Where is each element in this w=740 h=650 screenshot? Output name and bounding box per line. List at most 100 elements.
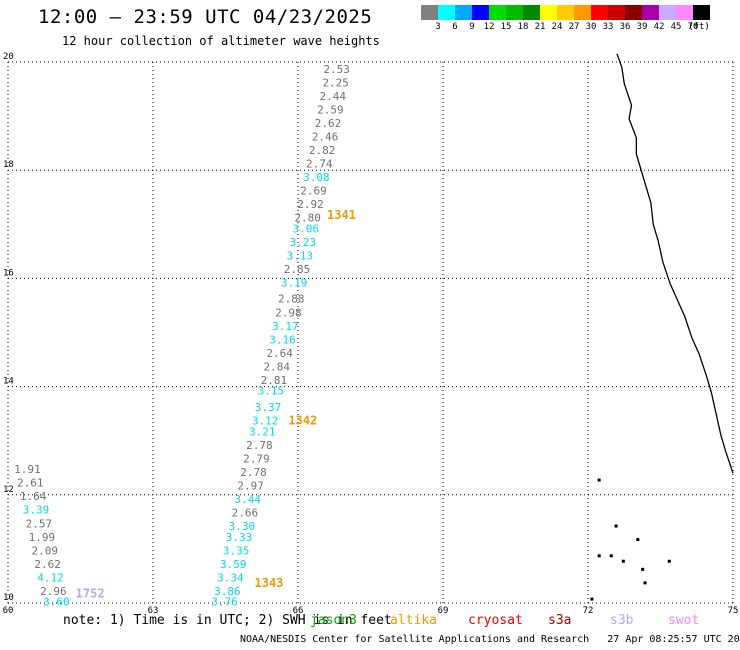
- lon-tick-label: 75: [728, 606, 739, 616]
- pass-labels: 1341 1342 1343 1752: [76, 208, 356, 601]
- scale-swatch: [489, 5, 506, 20]
- scale-label: 33: [602, 22, 614, 32]
- coastline: [616, 53, 734, 474]
- mission-label-s3a: s3a: [548, 613, 572, 628]
- wave-height-reading: 3.08: [303, 171, 330, 184]
- mission-label-altika: altika: [390, 613, 437, 628]
- island: [590, 597, 594, 601]
- wave-height-reading: 2.98: [275, 306, 302, 319]
- scale-swatch: [659, 5, 676, 20]
- scale-label: 15: [500, 22, 512, 32]
- wave-height-reading: 2.57: [26, 517, 53, 530]
- wave-height-reading: 3.12: [252, 414, 279, 427]
- scale-swatch: [642, 5, 659, 20]
- wave-height-reading: 3.19: [281, 277, 308, 290]
- wave-height-reading: 2.46: [312, 130, 339, 143]
- wave-height-reading: 3.60: [43, 596, 70, 609]
- wave-height-reading: 2.25: [322, 76, 349, 89]
- scale-swatch: [608, 5, 625, 20]
- wave-height-reading: 2.81: [261, 374, 288, 387]
- island: [667, 559, 671, 563]
- scale-label: (ft): [688, 22, 710, 32]
- scale-swatch: [421, 5, 438, 20]
- wave-height-reading: 2.78: [246, 439, 273, 452]
- pass-number-label: 1343: [255, 576, 284, 590]
- footer-credit: NOAA/NESDIS Center for Satellite Applica…: [240, 634, 740, 645]
- wave-height-reading: 3.59: [220, 558, 247, 571]
- wave-height-reading: 2.92: [297, 198, 324, 211]
- wave-height-reading: 3.30: [229, 520, 256, 533]
- wave-height-reading: 3.15: [258, 385, 285, 398]
- lon-tick-label: 72: [583, 606, 594, 616]
- lon-tick-label: 69: [438, 606, 449, 616]
- scale-swatch: [693, 5, 710, 20]
- lat-tick-label: 14: [3, 377, 14, 387]
- scale-label: 70: [687, 22, 699, 32]
- island: [621, 559, 625, 563]
- island: [609, 554, 613, 558]
- scale-swatch: [591, 5, 608, 20]
- islands: [590, 478, 671, 601]
- wave-height-reading: 2.61: [17, 477, 44, 490]
- india-west-coast: [616, 53, 734, 474]
- wave-height-reading: 2.78: [240, 466, 267, 479]
- color-scale-legend: [421, 5, 710, 20]
- wave-height-reading: 3.13: [287, 249, 314, 262]
- timestamp-text: 27 Apr 08:25:57 UTC 2025: [607, 634, 740, 645]
- wave-height-reading: 2.85: [284, 263, 311, 276]
- wave-readings: 2.532.252.442.592.622.462.822.743.082.69…: [14, 63, 350, 609]
- wave-height-reading: 2.64: [266, 347, 293, 360]
- color-scale-labels: 3 6 9 12 15 18 21 24 27 30 33 36 39 42 45 70 (ft): [421, 22, 740, 34]
- island: [597, 478, 601, 482]
- mission-label-s3b: s3b: [610, 613, 634, 628]
- wave-height-reading: 3.21: [249, 425, 276, 438]
- island: [643, 581, 647, 585]
- lon-tick-label: 60: [3, 606, 14, 616]
- island: [636, 538, 640, 542]
- scale-label: 18: [517, 22, 529, 32]
- pass-number-label: 1342: [288, 413, 317, 427]
- scale-label: 21: [534, 22, 546, 32]
- wave-height-reading: 2.80: [294, 212, 321, 225]
- wave-height-reading: 3.37: [255, 401, 282, 414]
- wave-height-reading: 2.84: [263, 360, 290, 373]
- scale-swatch: [540, 5, 557, 20]
- lat-tick-label: 16: [3, 268, 14, 278]
- lon-tick-label: 66: [293, 606, 304, 616]
- scale-label: 27: [568, 22, 580, 32]
- scale-swatch: [523, 5, 540, 20]
- wave-height-reading: 2.62: [34, 558, 61, 571]
- wave-height-reading: 2.66: [232, 506, 259, 519]
- wave-height-reading: 2.88: [278, 293, 305, 306]
- wave-height-reading: 3.76: [211, 596, 238, 609]
- mission-label-swot: swot: [668, 613, 700, 628]
- lat-tick-label: 10: [3, 593, 14, 603]
- mission-label-jason3: jason3: [310, 613, 357, 628]
- wave-height-reading: 1.91: [14, 463, 41, 476]
- scale-swatch: [438, 5, 455, 20]
- scale-label: 36: [619, 22, 631, 32]
- pass-number-label: 1752: [76, 587, 105, 601]
- map-title: 12:00 – 23:59 UTC 04/23/2025: [38, 6, 373, 28]
- lon-tick-label: 63: [148, 606, 159, 616]
- wave-height-reading: 2.79: [243, 452, 270, 465]
- wave-height-reading: 3.17: [272, 320, 299, 333]
- wave-height-reading: 3.34: [217, 571, 244, 584]
- wave-height-reading: 1.99: [29, 531, 56, 544]
- scale-label: 12: [483, 22, 495, 32]
- wave-height-reading: 1.64: [20, 490, 47, 503]
- scale-label: 3: [435, 22, 441, 32]
- mission-label-cryosat: cryosat: [468, 613, 523, 628]
- lat-tick-label: 12: [3, 485, 14, 495]
- scale-swatch: [676, 5, 693, 20]
- scale-swatch: [455, 5, 472, 20]
- wave-height-reading: 2.82: [309, 144, 336, 157]
- wave-height-reading: 2.97: [237, 479, 264, 492]
- wave-height-reading: 3.16: [269, 333, 296, 346]
- map-subtitle: 12 hour collection of altimeter wave hei…: [62, 34, 380, 48]
- wave-height-reading: 4.12: [37, 571, 64, 584]
- wave-height-reading: 2.53: [323, 63, 350, 76]
- scale-label: 6: [452, 22, 458, 32]
- wave-height-reading: 3.39: [23, 504, 50, 517]
